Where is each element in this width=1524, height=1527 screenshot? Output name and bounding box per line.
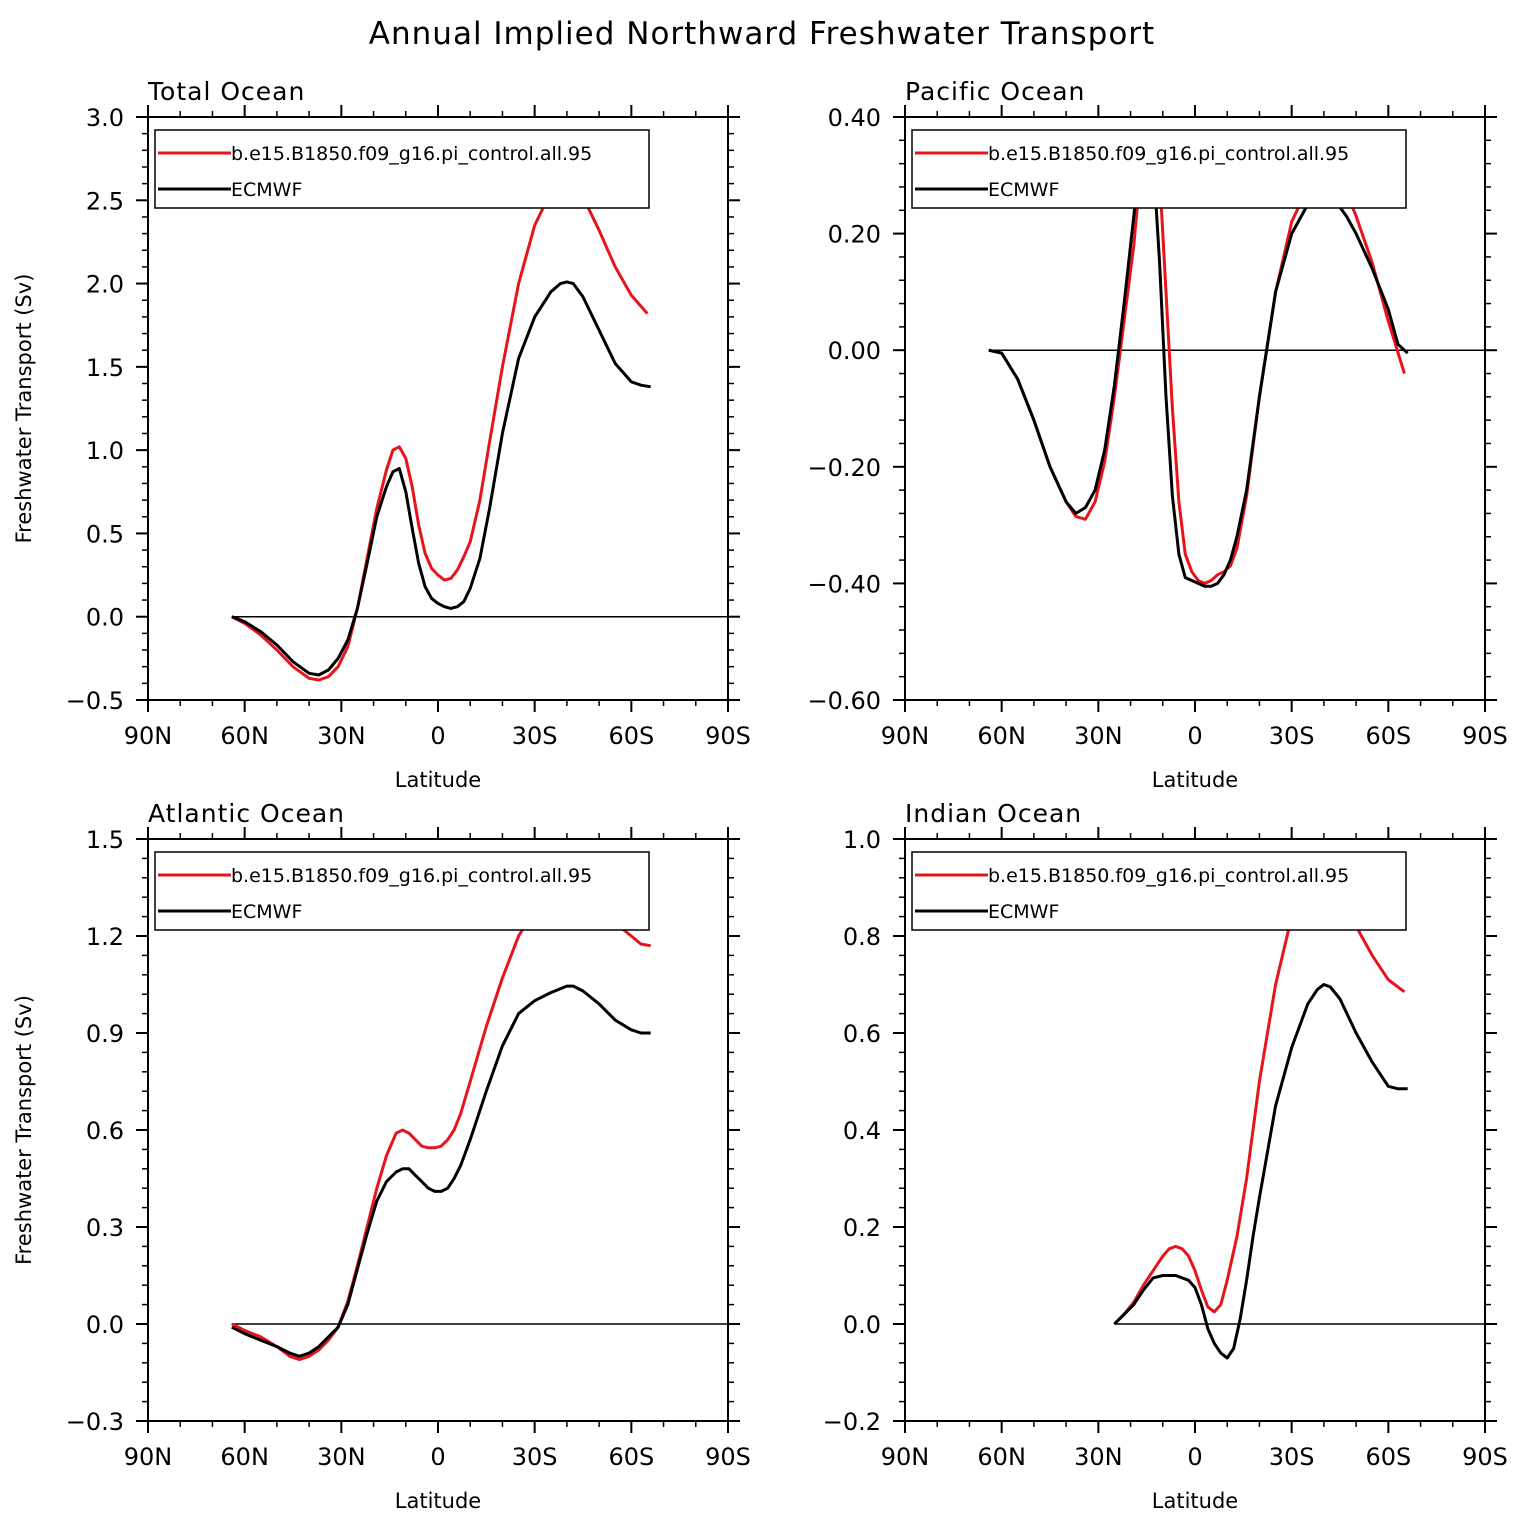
legend-label: ECMWF bbox=[988, 179, 1059, 201]
x-tick-label: 60S bbox=[1365, 1443, 1411, 1471]
x-tick-label: 60N bbox=[977, 722, 1026, 750]
panel-title: Atlantic Ocean bbox=[148, 799, 345, 828]
series-line-model bbox=[231, 882, 651, 1362]
y-tick-label: 1.5 bbox=[86, 354, 124, 382]
x-tick-label: 30S bbox=[512, 1443, 558, 1471]
legend-box bbox=[154, 129, 650, 209]
legend-label: ECMWF bbox=[231, 901, 302, 923]
x-tick-label: 0 bbox=[1187, 1443, 1202, 1471]
x-tick-label: 30S bbox=[512, 722, 558, 750]
legend-box bbox=[911, 129, 1407, 209]
chart-panel-1: Total Ocean 90N 60N 30N 0 30S 60S 90S −0.5 0.0 0.5… bbox=[12, 77, 751, 792]
series-line-ecmwf bbox=[231, 280, 651, 677]
legend: b.e15.B1850.f09_g16.pi_control.all.95 ECM… bbox=[154, 129, 650, 209]
x-tick-label: 60S bbox=[1365, 722, 1411, 750]
legend-label: b.e15.B1850.f09_g16.pi_control.all.95 bbox=[988, 865, 1349, 887]
x-tick-label: 0 bbox=[1187, 722, 1202, 750]
x-tick-label: 30N bbox=[1074, 722, 1123, 750]
x-axis-label: Latitude bbox=[395, 1489, 481, 1513]
y-tick-label: 0.2 bbox=[843, 1214, 881, 1242]
panel-title: Pacific Ocean bbox=[905, 77, 1085, 106]
legend-label: b.e15.B1850.f09_g16.pi_control.all.95 bbox=[231, 865, 592, 887]
x-tick-label: 30N bbox=[317, 722, 366, 750]
x-tick-label: 60N bbox=[977, 1443, 1026, 1471]
series-line-model bbox=[1113, 869, 1406, 1326]
legend: b.e15.B1850.f09_g16.pi_control.all.95 ECM… bbox=[154, 851, 650, 931]
legend-label: b.e15.B1850.f09_g16.pi_control.all.95 bbox=[231, 143, 592, 165]
figure-title: Annual Implied Northward Freshwater Tran… bbox=[369, 16, 1155, 52]
series-line-ecmwf bbox=[1113, 983, 1408, 1360]
x-tick-label: 60N bbox=[220, 1443, 269, 1471]
x-tick-label: 0 bbox=[430, 722, 445, 750]
legend: b.e15.B1850.f09_g16.pi_control.all.95 ECM… bbox=[911, 129, 1407, 209]
x-tick-label: 90S bbox=[1462, 722, 1508, 750]
legend-label: b.e15.B1850.f09_g16.pi_control.all.95 bbox=[988, 143, 1349, 165]
chart-panel-2: Pacific Ocean 90N 60N 30N 0 30S 60S 90S −0.60 −0.… bbox=[807, 77, 1507, 792]
y-tick-label: 0.3 bbox=[86, 1214, 124, 1242]
x-tick-label: 60S bbox=[608, 722, 654, 750]
y-axis-label: Freshwater Transport (Sv) bbox=[12, 274, 36, 544]
x-tick-label: 90N bbox=[881, 722, 930, 750]
y-tick-label: 1.5 bbox=[86, 826, 124, 854]
x-tick-label: 30S bbox=[1269, 722, 1315, 750]
y-tick-label: 0.8 bbox=[843, 923, 881, 951]
x-tick-label: 90N bbox=[124, 722, 173, 750]
x-tick-label: 60S bbox=[608, 1443, 654, 1471]
x-tick-label: 60N bbox=[220, 722, 269, 750]
y-tick-label: 0.0 bbox=[86, 604, 124, 632]
x-axis-label: Latitude bbox=[1152, 768, 1238, 792]
x-tick-label: 0 bbox=[430, 1443, 445, 1471]
chart-panel-4: Indian Ocean 90N 60N 30N 0 30S 60S 90S −0.2 0.0 0.… bbox=[823, 799, 1508, 1513]
y-tick-label: 1.2 bbox=[86, 923, 124, 951]
y-tick-label: 0.5 bbox=[86, 520, 124, 548]
y-tick-label: 0.6 bbox=[843, 1020, 881, 1048]
y-tick-label: −0.5 bbox=[66, 687, 124, 715]
panel-title: Total Ocean bbox=[147, 77, 305, 106]
y-tick-label: −0.3 bbox=[66, 1408, 124, 1436]
y-tick-label: −0.60 bbox=[807, 687, 881, 715]
y-tick-label: 2.5 bbox=[86, 187, 124, 215]
x-tick-label: 30N bbox=[317, 1443, 366, 1471]
legend-label: ECMWF bbox=[231, 179, 302, 201]
legend-box bbox=[154, 851, 650, 931]
y-tick-label: 0.00 bbox=[828, 337, 881, 365]
panel-title: Indian Ocean bbox=[905, 799, 1082, 828]
y-tick-label: 2.0 bbox=[86, 271, 124, 299]
y-tick-label: −0.2 bbox=[823, 1408, 881, 1436]
x-tick-label: 30S bbox=[1269, 1443, 1315, 1471]
legend-box bbox=[911, 851, 1407, 931]
y-tick-label: 0.0 bbox=[86, 1311, 124, 1339]
y-tick-label: −0.20 bbox=[807, 454, 881, 482]
x-tick-label: 90N bbox=[124, 1443, 173, 1471]
x-axis-label: Latitude bbox=[395, 768, 481, 792]
y-axis-label: Freshwater Transport (Sv) bbox=[12, 995, 36, 1265]
y-tick-label: 0.20 bbox=[828, 221, 881, 249]
chart-panel-3: Atlantic Ocean 90N 60N 30N 0 30S 60S 90S −0.3 0.0… bbox=[12, 799, 751, 1513]
x-axis-label: Latitude bbox=[1152, 1489, 1238, 1513]
y-tick-label: 1.0 bbox=[843, 826, 881, 854]
x-tick-label: 90S bbox=[1462, 1443, 1508, 1471]
x-tick-label: 90S bbox=[705, 722, 751, 750]
y-tick-label: 3.0 bbox=[86, 104, 124, 132]
x-tick-label: 30N bbox=[1074, 1443, 1123, 1471]
x-tick-label: 90S bbox=[705, 1443, 751, 1471]
series-line-ecmwf bbox=[231, 984, 651, 1358]
y-tick-label: 0.6 bbox=[86, 1117, 124, 1145]
y-tick-label: 0.40 bbox=[828, 104, 881, 132]
legend-label: ECMWF bbox=[988, 901, 1059, 923]
y-tick-label: 1.0 bbox=[86, 437, 124, 465]
y-tick-label: 0.0 bbox=[843, 1311, 881, 1339]
legend: b.e15.B1850.f09_g16.pi_control.all.95 ECM… bbox=[911, 851, 1407, 931]
y-tick-label: 0.9 bbox=[86, 1020, 124, 1048]
y-tick-label: −0.40 bbox=[807, 570, 881, 598]
y-tick-label: 0.4 bbox=[843, 1117, 881, 1145]
x-tick-label: 90N bbox=[881, 1443, 930, 1471]
